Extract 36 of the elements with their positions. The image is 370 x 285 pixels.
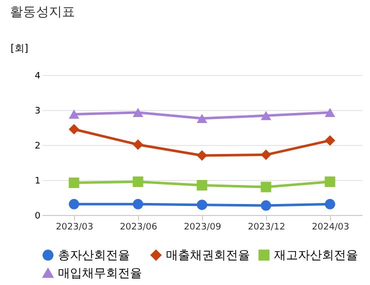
point: [260, 111, 272, 120]
point: [196, 200, 208, 210]
x-tick-label: 2023/09: [184, 222, 222, 232]
y-tick-label: 4: [34, 72, 41, 82]
point: [324, 135, 336, 146]
y-axis-title: [회]: [10, 44, 28, 54]
point: [68, 178, 80, 188]
point: [260, 200, 272, 211]
point: [132, 176, 144, 187]
point: [324, 108, 336, 117]
y-tick-label: 3: [34, 106, 40, 116]
x-tick-label: 2023/12: [248, 222, 286, 232]
point: [260, 182, 272, 192]
y-tick-label: 0: [34, 212, 41, 222]
chart-title: 활동성지표: [10, 5, 75, 20]
point: [68, 124, 80, 134]
x-tick-label: 2024/03: [312, 222, 350, 232]
point: [196, 150, 208, 161]
point: [196, 180, 208, 190]
point: [68, 198, 80, 210]
point: [260, 150, 272, 160]
y-tick-label: 2: [34, 142, 40, 152]
legend-label: 재고자산회전율: [274, 248, 358, 262]
point: [68, 110, 80, 119]
x-tick-label: 2023/06: [120, 222, 158, 232]
point: [324, 176, 336, 187]
point: [132, 108, 144, 117]
point: [196, 114, 208, 123]
point: [324, 198, 336, 210]
x-tick-label: 2023/03: [56, 222, 94, 232]
point: [132, 198, 144, 210]
y-tick-label: 1: [34, 176, 40, 186]
legend-label: 총자산회전율: [58, 248, 130, 262]
legend-label: 매입채무회전율: [58, 266, 142, 280]
point: [132, 139, 144, 150]
legend-label: 매출채권회전율: [166, 248, 250, 262]
